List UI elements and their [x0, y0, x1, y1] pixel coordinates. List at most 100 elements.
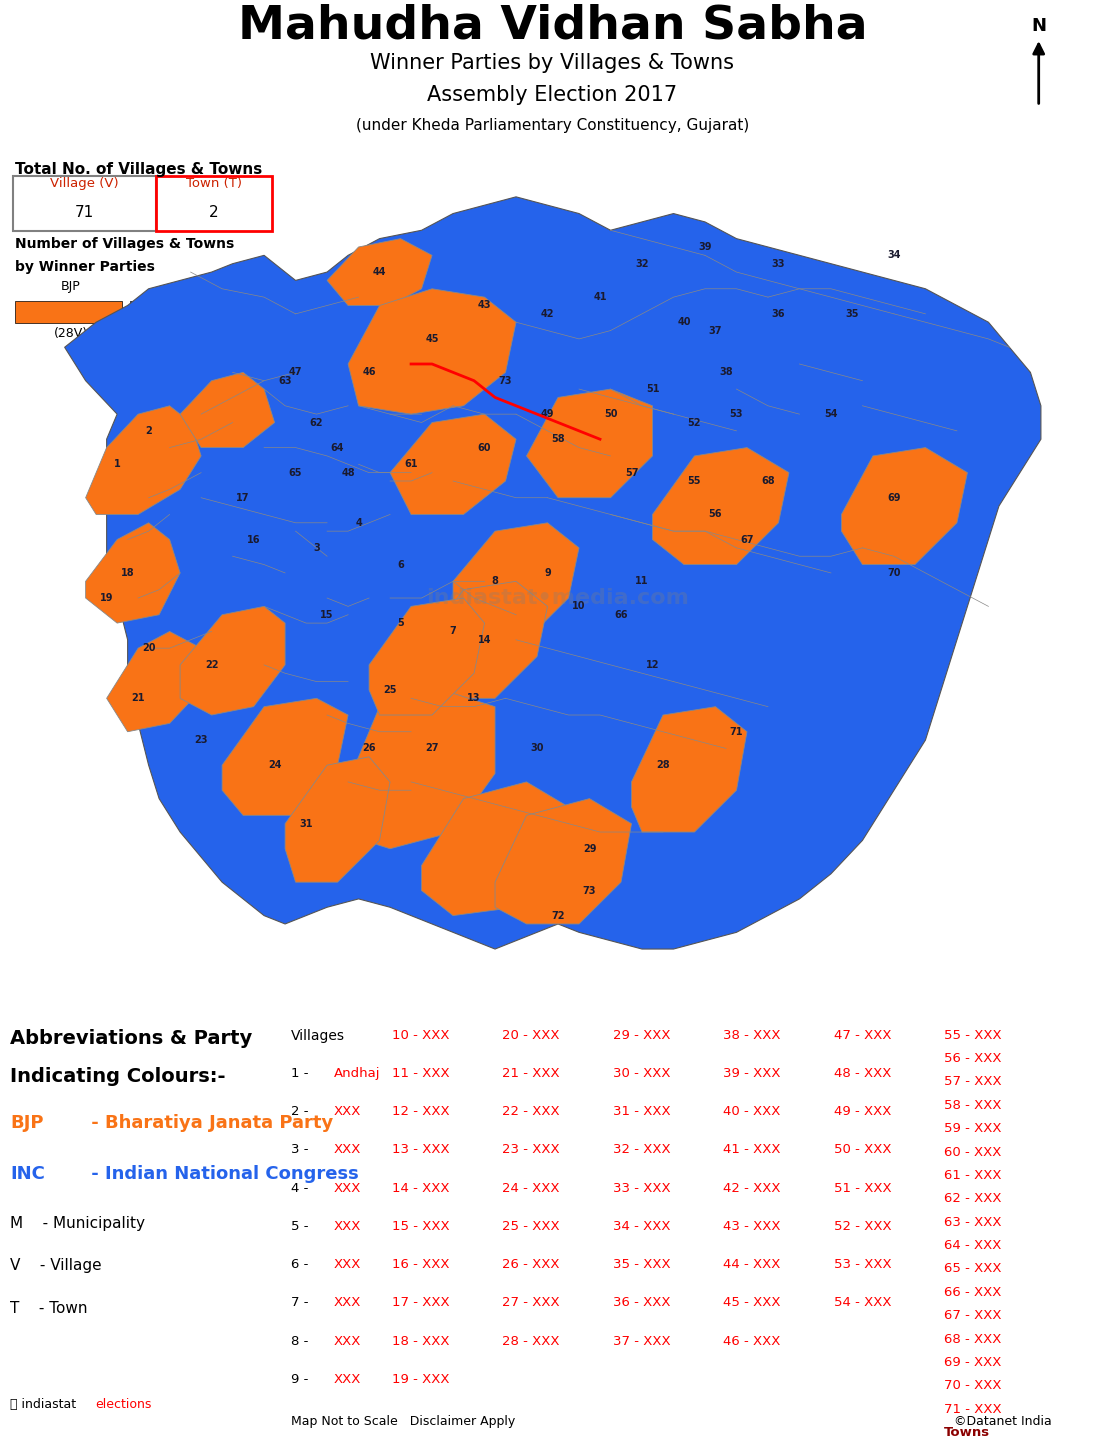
Text: 31: 31: [299, 818, 313, 829]
Text: BJP: BJP: [61, 280, 81, 294]
Text: 50: 50: [603, 409, 618, 419]
Text: 54: 54: [824, 409, 838, 419]
Text: Mahudha Vidhan Sabha: Mahudha Vidhan Sabha: [238, 3, 867, 48]
Text: 49: 49: [540, 409, 555, 419]
Text: ⓘ indiastat: ⓘ indiastat: [10, 1398, 76, 1412]
Text: 30: 30: [530, 744, 544, 754]
Text: 52 - XXX: 52 - XXX: [834, 1221, 892, 1233]
Text: T    - Town: T - Town: [10, 1301, 87, 1316]
Text: XXX: XXX: [334, 1221, 361, 1233]
Text: 22: 22: [204, 660, 219, 670]
Text: 15: 15: [320, 610, 334, 620]
Text: 19 - XXX: 19 - XXX: [392, 1373, 450, 1386]
Text: 41 - XXX: 41 - XXX: [724, 1144, 781, 1157]
Text: 32 - XXX: 32 - XXX: [613, 1144, 671, 1157]
Text: 23 - XXX: 23 - XXX: [503, 1144, 560, 1157]
Text: 40: 40: [677, 317, 691, 327]
Text: 11: 11: [635, 576, 649, 586]
Text: 2 -: 2 -: [292, 1105, 313, 1118]
Text: 51: 51: [645, 385, 660, 393]
FancyBboxPatch shape: [13, 176, 156, 231]
Text: 44 - XXX: 44 - XXX: [724, 1258, 780, 1271]
Text: 68: 68: [761, 476, 775, 486]
Text: 7: 7: [450, 627, 456, 637]
Text: 46: 46: [362, 367, 376, 378]
Text: 68 - XXX: 68 - XXX: [945, 1333, 1001, 1346]
Text: 5 -: 5 -: [292, 1221, 313, 1233]
Text: 48 - XXX: 48 - XXX: [834, 1066, 891, 1079]
Text: 26: 26: [362, 744, 376, 754]
Text: Total No. of Villages & Towns: Total No. of Villages & Towns: [15, 163, 262, 177]
Text: 44: 44: [372, 267, 387, 277]
Text: 3: 3: [313, 543, 320, 553]
Text: 52: 52: [687, 418, 702, 428]
Text: 33 - XXX: 33 - XXX: [613, 1182, 671, 1195]
Text: elections: elections: [95, 1398, 151, 1412]
Text: 40 - XXX: 40 - XXX: [724, 1105, 780, 1118]
Text: 60: 60: [477, 442, 492, 452]
Text: 47: 47: [288, 367, 303, 378]
Text: 11 - XXX: 11 - XXX: [392, 1066, 450, 1079]
Text: 1 -: 1 -: [292, 1066, 313, 1079]
Text: Winner Parties by Villages & Towns: Winner Parties by Villages & Towns: [370, 53, 735, 73]
Text: 62: 62: [309, 418, 324, 428]
Text: 28: 28: [656, 761, 670, 769]
Text: 16: 16: [246, 535, 261, 545]
Text: 67 - XXX: 67 - XXX: [945, 1310, 1002, 1323]
Polygon shape: [527, 389, 652, 497]
Text: 49 - XXX: 49 - XXX: [834, 1105, 891, 1118]
Text: (28V): (28V): [54, 327, 87, 340]
Text: 55 - XXX: 55 - XXX: [945, 1029, 1002, 1042]
Text: 9: 9: [544, 568, 551, 578]
Text: 35: 35: [845, 308, 859, 318]
Polygon shape: [64, 197, 1041, 950]
Text: 56: 56: [708, 510, 723, 519]
Text: by Winner Parties: by Winner Parties: [15, 259, 155, 274]
Text: 69 - XXX: 69 - XXX: [945, 1356, 1001, 1369]
Text: 32: 32: [635, 259, 649, 268]
Text: 39: 39: [698, 242, 712, 252]
Bar: [15, 301, 123, 323]
Text: Town (T): Town (T): [186, 177, 242, 190]
Text: 12: 12: [645, 660, 660, 670]
Text: 6: 6: [397, 559, 404, 569]
Text: 18 - XXX: 18 - XXX: [392, 1334, 450, 1347]
Text: 61 - XXX: 61 - XXX: [945, 1169, 1002, 1182]
Text: 46 - XXX: 46 - XXX: [724, 1334, 780, 1347]
Text: 60 - XXX: 60 - XXX: [945, 1146, 1001, 1159]
Text: 42: 42: [540, 308, 555, 318]
Text: 57: 57: [624, 468, 639, 477]
Polygon shape: [842, 448, 968, 565]
Text: 38 - XXX: 38 - XXX: [724, 1029, 781, 1042]
Text: 70: 70: [887, 568, 901, 578]
Text: 43: 43: [477, 301, 492, 310]
Text: 24: 24: [267, 761, 282, 769]
Text: 37: 37: [708, 326, 723, 336]
Text: Andhaj: Andhaj: [334, 1066, 380, 1079]
Text: 14: 14: [477, 635, 492, 644]
Polygon shape: [652, 448, 789, 565]
Polygon shape: [422, 581, 548, 699]
Text: 25: 25: [383, 684, 397, 695]
Text: Indicating Colours:-: Indicating Colours:-: [10, 1066, 225, 1087]
Polygon shape: [180, 607, 285, 715]
Text: ©Datanet India: ©Datanet India: [955, 1415, 1052, 1428]
Polygon shape: [180, 372, 275, 448]
Text: indiastat•media.com: indiastat•media.com: [427, 588, 690, 608]
Text: 63 - XXX: 63 - XXX: [945, 1216, 1002, 1229]
Text: 58: 58: [551, 434, 565, 444]
Text: 73: 73: [498, 376, 513, 386]
Polygon shape: [86, 406, 201, 514]
Text: XXX: XXX: [334, 1334, 361, 1347]
Polygon shape: [106, 631, 201, 732]
Text: 8: 8: [492, 576, 498, 586]
Text: 71 - XXX: 71 - XXX: [945, 1402, 1002, 1415]
Text: Villages: Villages: [292, 1029, 346, 1043]
Text: 64: 64: [330, 442, 345, 452]
Text: 69: 69: [887, 493, 901, 503]
Text: XXX: XXX: [334, 1105, 361, 1118]
Text: 14 - XXX: 14 - XXX: [392, 1182, 450, 1195]
Text: 9 -: 9 -: [292, 1373, 313, 1386]
Text: 65: 65: [288, 468, 303, 477]
Text: (43V+2T): (43V+2T): [183, 327, 244, 340]
